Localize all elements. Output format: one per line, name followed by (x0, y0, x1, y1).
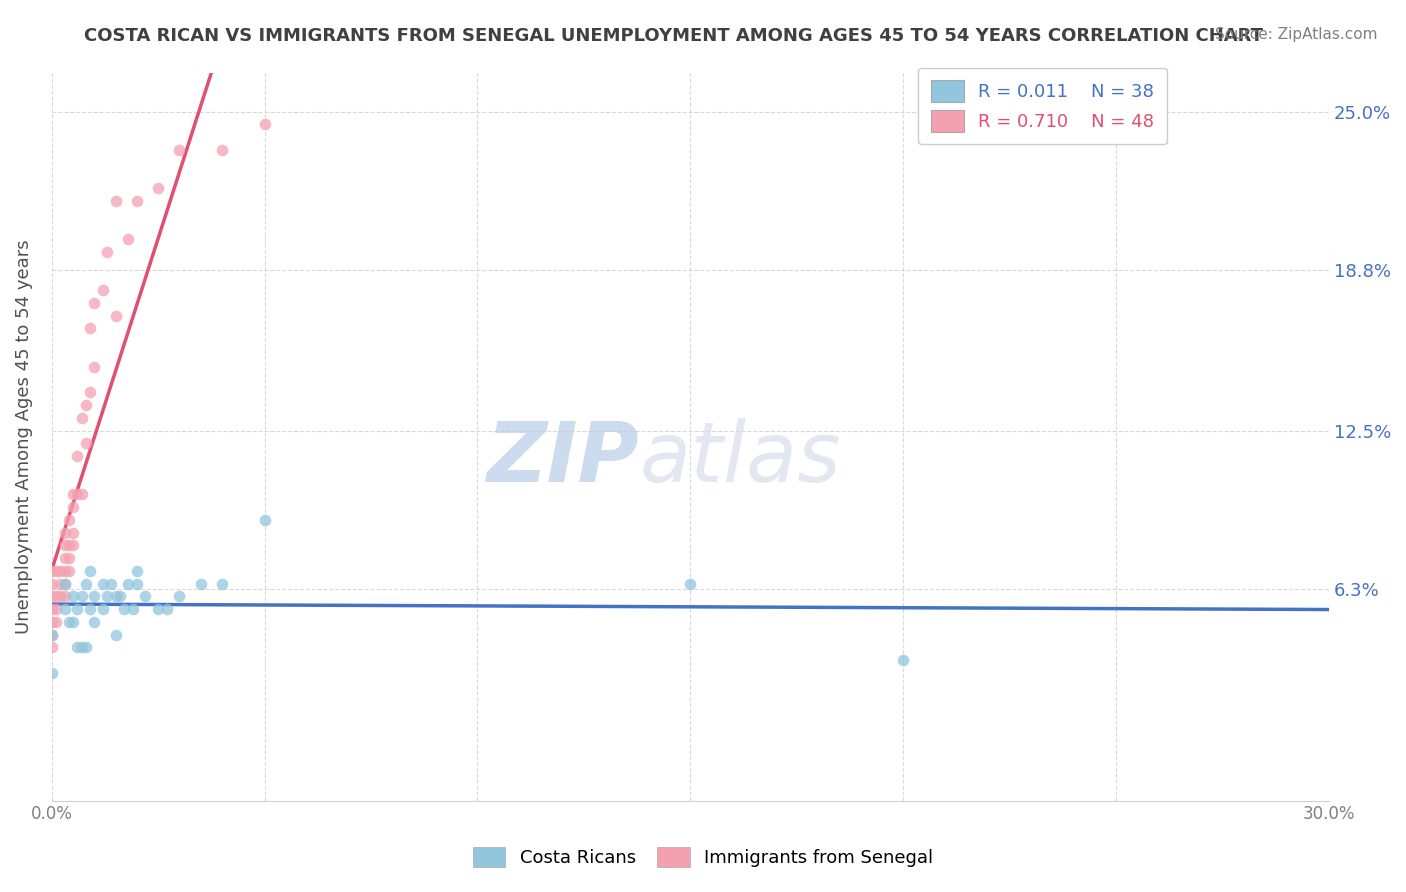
Point (70, 590, 93, 604)
Point (45, 590, 67, 604)
Point (53, 538, 76, 552)
Point (66, 487, 89, 501)
Point (83, 359, 105, 374)
Point (91, 576, 114, 591)
Point (79, 602, 101, 616)
Point (148, 602, 170, 616)
Point (49, 564, 72, 578)
Text: atlas: atlas (640, 418, 841, 500)
Point (41, 628, 63, 642)
Point (125, 194, 148, 208)
Point (125, 564, 148, 578)
Point (58, 564, 80, 578)
Point (62, 500, 84, 515)
Point (108, 590, 131, 604)
Point (41, 590, 63, 604)
Point (58, 615, 80, 629)
Point (41, 665, 63, 680)
Point (117, 576, 139, 591)
Point (679, 576, 702, 591)
Point (75, 576, 97, 591)
Point (117, 232, 139, 246)
Point (125, 576, 148, 591)
Point (62, 525, 84, 540)
Legend: R = 0.011    N = 38, R = 0.710    N = 48: R = 0.011 N = 38, R = 0.710 N = 48 (918, 68, 1167, 145)
Point (79, 385, 101, 400)
Point (91, 283, 114, 297)
Point (53, 551, 76, 566)
Point (891, 653, 914, 667)
Point (41, 615, 63, 629)
Point (112, 602, 135, 616)
Point (79, 321, 101, 335)
Point (49, 576, 72, 591)
Point (104, 309, 127, 323)
Point (169, 143, 191, 157)
Point (58, 538, 80, 552)
Point (134, 590, 156, 604)
Point (53, 602, 76, 616)
Point (211, 143, 233, 157)
Point (253, 513, 276, 527)
Point (53, 590, 76, 604)
Point (58, 551, 80, 566)
Point (66, 449, 89, 463)
Point (83, 615, 105, 629)
Text: ZIP: ZIP (486, 418, 640, 500)
Point (156, 602, 179, 616)
Point (45, 602, 67, 616)
Y-axis label: Unemployment Among Ages 45 to 54 years: Unemployment Among Ages 45 to 54 years (15, 240, 32, 634)
Point (169, 590, 191, 604)
Point (62, 615, 84, 629)
Point (190, 576, 212, 591)
Point (100, 576, 122, 591)
Text: Source: ZipAtlas.com: Source: ZipAtlas.com (1215, 27, 1378, 42)
Point (53, 564, 76, 578)
Point (66, 640, 89, 655)
Point (53, 576, 76, 591)
Point (49, 590, 72, 604)
Point (62, 487, 84, 501)
Text: COSTA RICAN VS IMMIGRANTS FROM SENEGAL UNEMPLOYMENT AMONG AGES 45 TO 54 YEARS CO: COSTA RICAN VS IMMIGRANTS FROM SENEGAL U… (84, 27, 1264, 45)
Point (121, 602, 143, 616)
Point (70, 487, 93, 501)
Point (211, 576, 233, 591)
Point (75, 398, 97, 412)
Point (70, 640, 93, 655)
Point (41, 576, 63, 591)
Point (96, 244, 118, 259)
Point (70, 410, 93, 425)
Point (104, 194, 127, 208)
Point (75, 640, 97, 655)
Point (104, 590, 127, 604)
Point (41, 628, 63, 642)
Point (96, 590, 118, 604)
Point (53, 525, 76, 540)
Point (66, 602, 89, 616)
Point (253, 117, 276, 131)
Point (41, 602, 63, 616)
Point (75, 436, 97, 450)
Point (148, 181, 170, 195)
Point (62, 538, 84, 552)
Point (79, 564, 101, 578)
Point (83, 296, 105, 310)
Point (45, 564, 67, 578)
Point (58, 513, 80, 527)
Point (62, 590, 84, 604)
Point (83, 590, 105, 604)
Point (104, 628, 127, 642)
Point (91, 602, 114, 616)
Legend: Costa Ricans, Immigrants from Senegal: Costa Ricans, Immigrants from Senegal (465, 839, 941, 874)
Point (53, 576, 76, 591)
Point (45, 615, 67, 629)
Point (41, 640, 63, 655)
Point (41, 564, 63, 578)
